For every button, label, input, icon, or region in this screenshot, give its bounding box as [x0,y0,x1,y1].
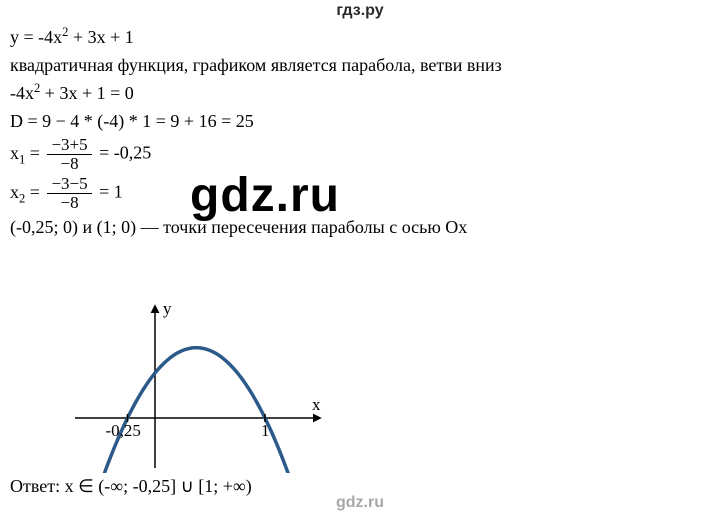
x1-lhs: x1 = [10,143,44,163]
x2-line: x2 = −3−5 −8 = 1 [10,175,710,212]
svg-text:1: 1 [261,421,270,440]
answer-label: Ответ: [10,476,65,496]
solution-content: y = -4x2 + 3x + 1 квадратичная функция, … [10,22,710,242]
equation-line: y = -4x2 + 3x + 1 [10,24,710,50]
intersection-points: (-0,25; 0) и (1; 0) — точки пересечения … [10,214,710,240]
svg-text:-0,25: -0,25 [106,421,141,440]
x1-line: x1 = −3+5 −8 = -0,25 [10,136,710,173]
bottom-watermark: gdz.ru [0,494,720,512]
top-watermark: гдз.ру [0,2,720,20]
x1-denominator: −8 [47,155,91,173]
page: гдз.ру y = -4x2 + 3x + 1 квадратичная фу… [0,0,720,513]
svg-text:y: y [163,299,172,318]
parabola-graph: y x -0,25 1 [70,298,330,478]
x1-rhs: = -0,25 [99,143,151,163]
answer-value: x ∈ (-∞; -0,25] ∪ [1; +∞) [65,476,252,496]
x2-lhs: x2 = [10,182,44,202]
big-watermark: gdz.ru [190,168,340,223]
graph-svg: y x -0,25 1 [70,298,330,473]
x1-fraction: −3+5 −8 [47,136,91,173]
svg-text:x: x [312,395,321,414]
discriminant-line: D = 9 − 4 * (-4) * 1 = 9 + 16 = 25 [10,108,710,134]
x2-denominator: −8 [47,194,91,212]
x2-fraction: −3−5 −8 [47,175,91,212]
description-line: квадратичная функция, графиком является … [10,52,710,78]
x2-rhs: = 1 [99,182,123,202]
x1-numerator: −3+5 [47,136,91,155]
x2-numerator: −3−5 [47,175,91,194]
equals-zero-line: -4x2 + 3x + 1 = 0 [10,80,710,106]
